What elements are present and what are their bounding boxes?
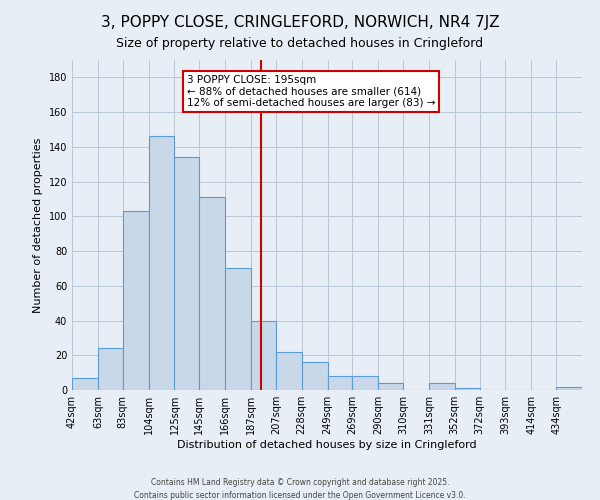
X-axis label: Distribution of detached houses by size in Cringleford: Distribution of detached houses by size … — [177, 440, 477, 450]
Bar — [455, 388, 479, 390]
Bar — [352, 376, 378, 390]
Bar — [302, 362, 328, 390]
Bar — [98, 348, 122, 390]
Y-axis label: Number of detached properties: Number of detached properties — [33, 138, 43, 312]
Bar — [378, 383, 403, 390]
Bar — [199, 197, 225, 390]
Bar — [72, 378, 98, 390]
Bar — [328, 376, 352, 390]
Bar — [149, 136, 175, 390]
Bar — [429, 383, 455, 390]
Bar — [225, 268, 251, 390]
Bar — [251, 320, 276, 390]
Bar — [556, 386, 582, 390]
Bar — [122, 211, 149, 390]
Text: 3 POPPY CLOSE: 195sqm
← 88% of detached houses are smaller (614)
12% of semi-det: 3 POPPY CLOSE: 195sqm ← 88% of detached … — [187, 75, 435, 108]
Text: Size of property relative to detached houses in Cringleford: Size of property relative to detached ho… — [116, 38, 484, 51]
Text: Contains HM Land Registry data © Crown copyright and database right 2025.
Contai: Contains HM Land Registry data © Crown c… — [134, 478, 466, 500]
Bar — [276, 352, 302, 390]
Text: 3, POPPY CLOSE, CRINGLEFORD, NORWICH, NR4 7JZ: 3, POPPY CLOSE, CRINGLEFORD, NORWICH, NR… — [101, 15, 499, 30]
Bar — [175, 158, 199, 390]
